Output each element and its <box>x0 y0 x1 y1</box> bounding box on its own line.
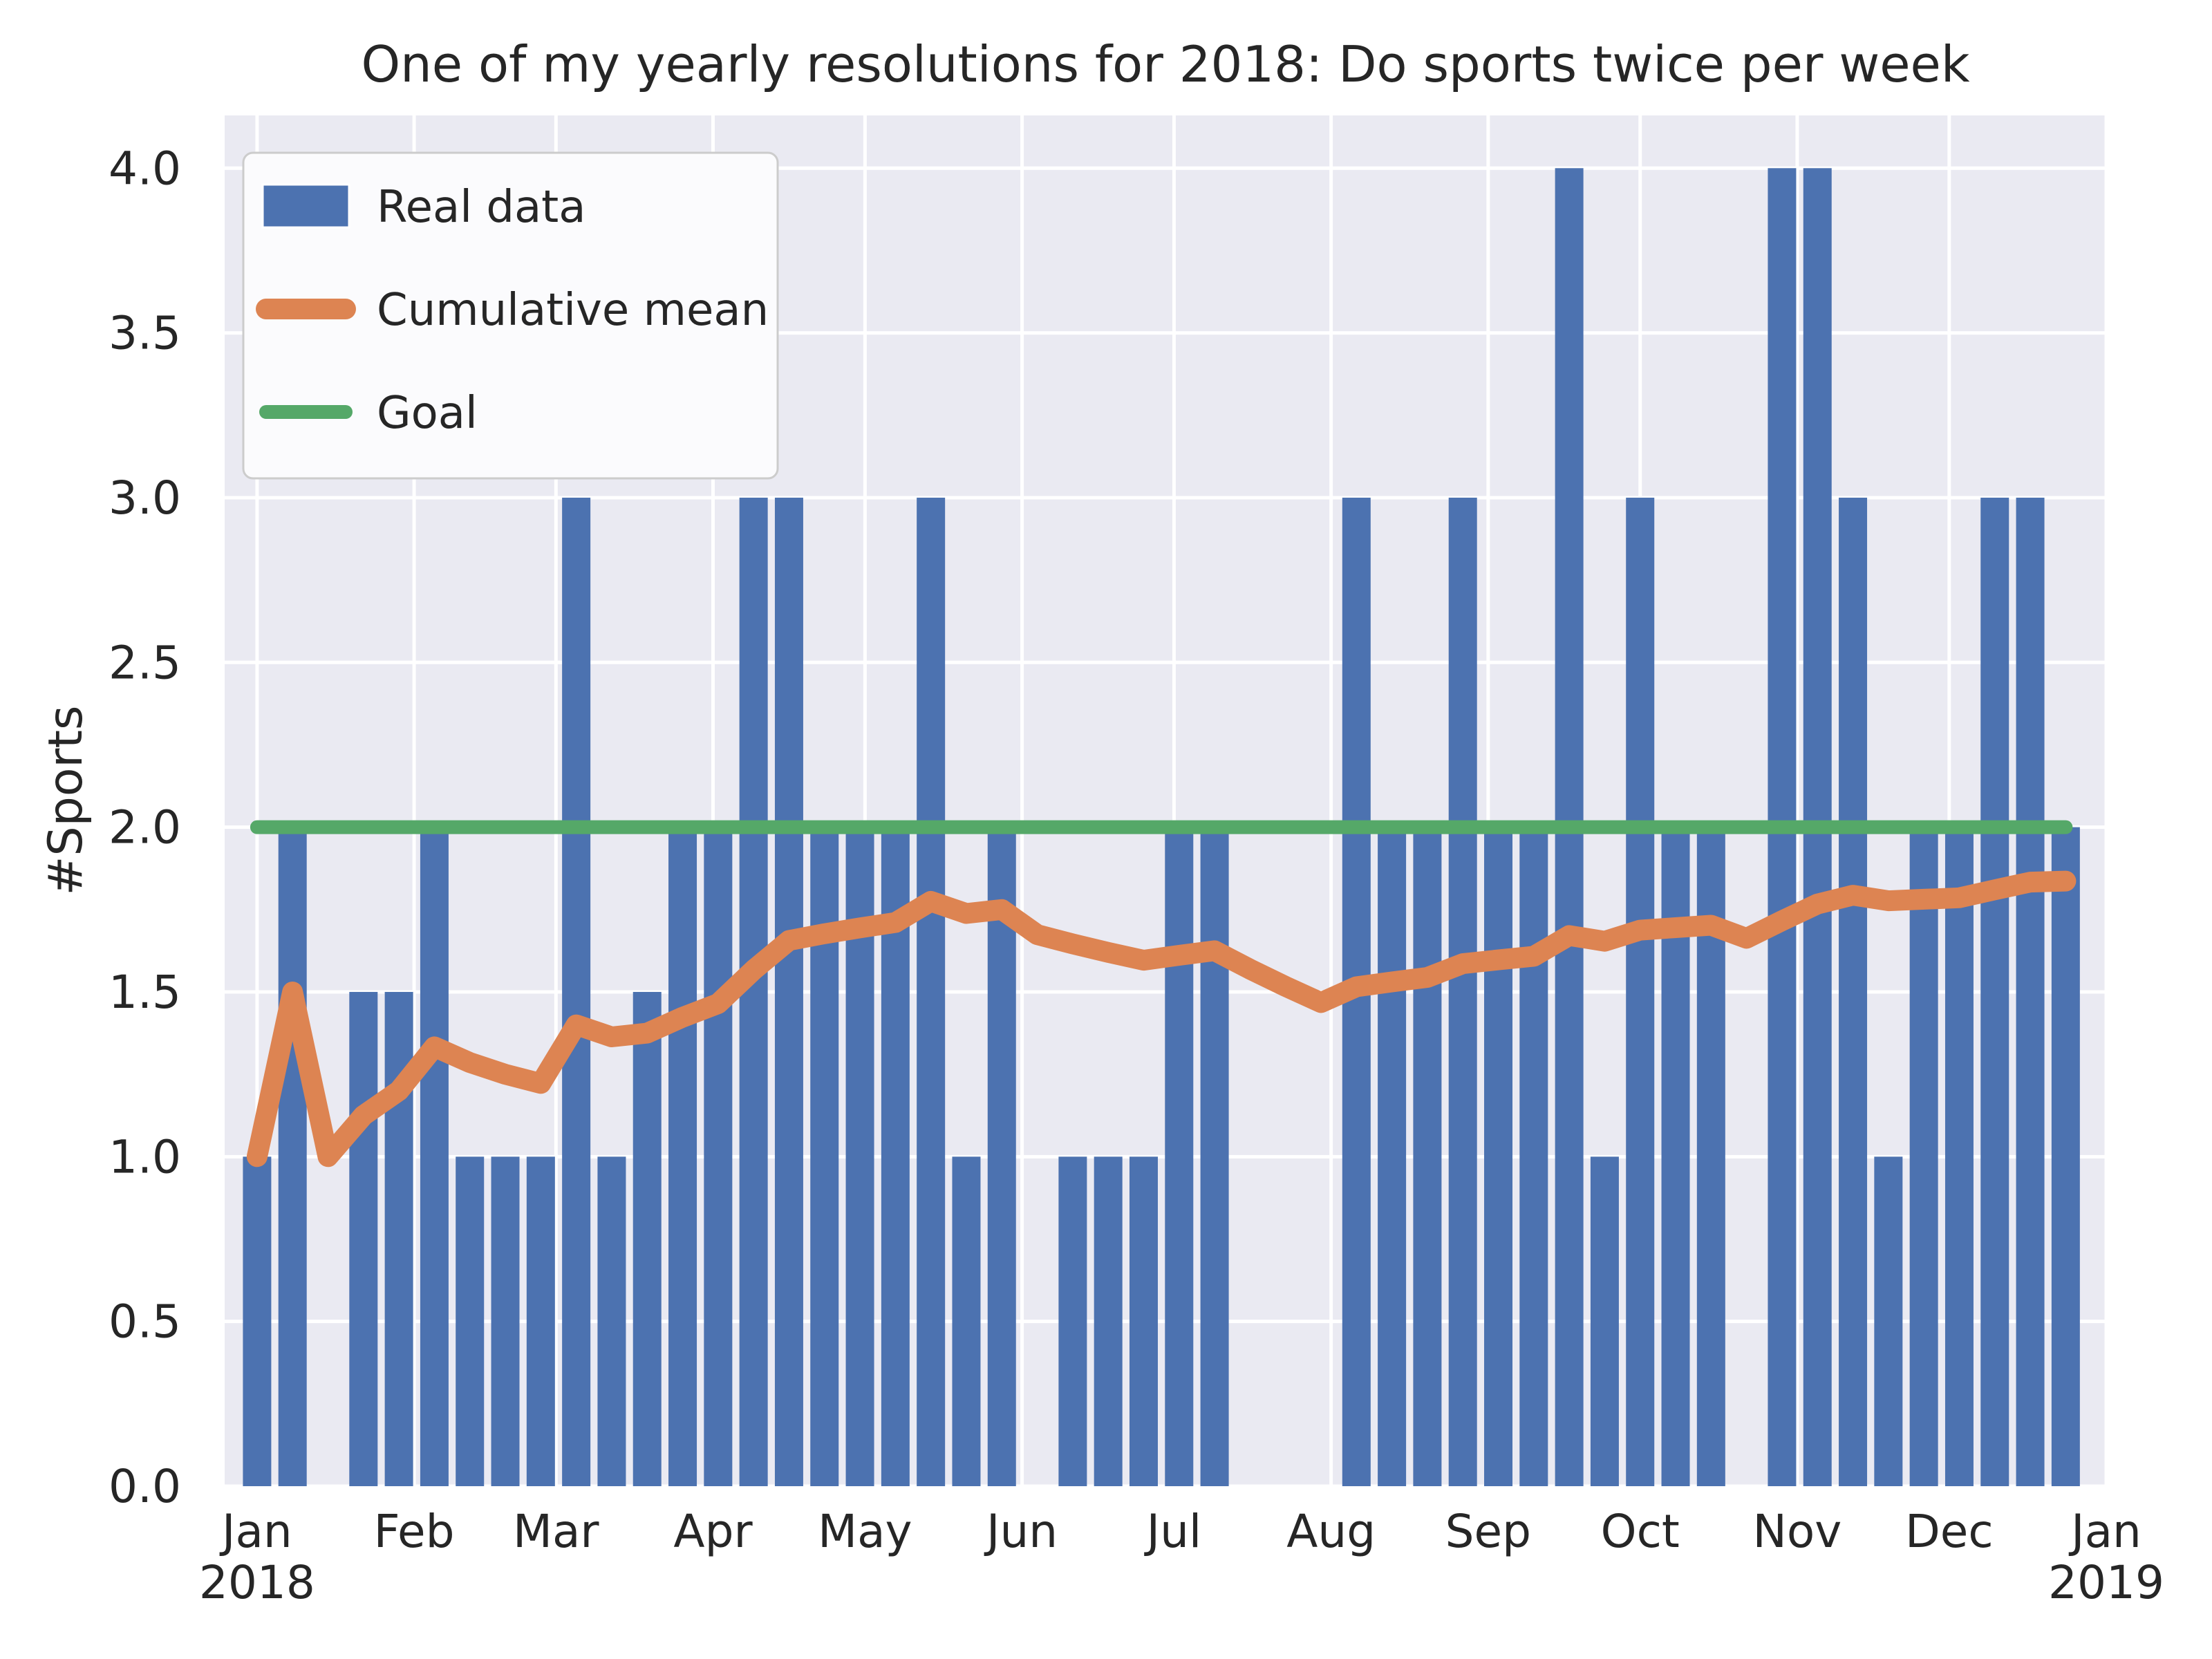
real-data-bars <box>243 168 2080 1486</box>
bar <box>917 497 946 1486</box>
cumulative-mean-line <box>246 870 2077 1168</box>
bar <box>774 497 803 1486</box>
bar <box>987 827 1016 1486</box>
y-axis-tick-labels: 0.0 0.5 1.0 1.5 2.0 2.5 3.0 3.5 4.0 <box>109 142 181 1513</box>
bar <box>1839 497 1868 1486</box>
x-tick-label: Apr <box>673 1505 753 1558</box>
x-tick-label: Aug <box>1286 1505 1376 1558</box>
x-tick-label: Jan <box>2068 1505 2141 1558</box>
legend-label-real-data: Real data <box>377 182 585 233</box>
bar <box>562 497 591 1486</box>
y-tick-label: 3.0 <box>109 471 181 525</box>
x-tick-label: Feb <box>374 1505 455 1558</box>
bar <box>1058 1156 1087 1486</box>
y-axis-label: #Sports <box>39 706 93 896</box>
bar <box>1200 827 1229 1486</box>
x-tick-label: Sep <box>1445 1505 1531 1558</box>
bar <box>1874 1156 1903 1486</box>
bar <box>1626 497 1655 1486</box>
x-tick-label: Jun <box>984 1505 1058 1558</box>
legend: Real data Cumulative mean Goal <box>242 151 779 480</box>
bar <box>349 991 378 1486</box>
x-tick-label: May <box>818 1505 912 1558</box>
bar <box>632 991 662 1486</box>
bar <box>1378 827 1407 1486</box>
bar <box>881 827 910 1486</box>
bar <box>456 1156 485 1486</box>
bar <box>704 827 733 1486</box>
bar <box>597 1156 626 1486</box>
x-tick-label: Oct <box>1601 1505 1680 1558</box>
x-tick-label: Dec <box>1905 1505 1994 1558</box>
x-tick-sublabel: 2019 <box>2048 1556 2164 1609</box>
bar <box>668 827 697 1486</box>
bar <box>1590 1156 1619 1486</box>
bar <box>491 1156 520 1486</box>
y-tick-label: 2.5 <box>109 636 181 689</box>
x-tick-label: Mar <box>513 1505 599 1558</box>
x-tick-sublabel: 2018 <box>199 1556 315 1609</box>
bar <box>1129 1156 1158 1486</box>
chart-title: One of my yearly resolutions for 2018: D… <box>361 35 1969 93</box>
cumulative-mean-polyline <box>246 870 2077 1168</box>
y-tick-label: 3.5 <box>109 307 181 360</box>
bar <box>1909 827 1938 1486</box>
y-tick-label: 0.5 <box>109 1295 181 1349</box>
x-tick-label: Nov <box>1753 1505 1842 1558</box>
legend-box <box>242 151 779 480</box>
bar <box>420 827 449 1486</box>
bar <box>1165 827 1194 1486</box>
legend-swatch-real-data <box>261 183 350 229</box>
bar <box>1980 497 2009 1486</box>
bar <box>1448 497 1477 1486</box>
bar <box>1094 1156 1123 1486</box>
legend-label-goal: Goal <box>377 388 478 439</box>
bar <box>1519 827 1548 1486</box>
y-tick-label: 2.0 <box>109 801 181 854</box>
y-tick-label: 1.0 <box>109 1130 181 1183</box>
bar <box>952 1156 981 1486</box>
bar <box>1944 827 1974 1486</box>
bar <box>526 1156 555 1486</box>
bar <box>243 1156 272 1486</box>
bar <box>278 827 307 1486</box>
y-tick-label: 1.5 <box>109 966 181 1019</box>
y-tick-label: 4.0 <box>109 142 181 195</box>
x-tick-label: Jan <box>219 1505 292 1558</box>
bar <box>2016 497 2045 1486</box>
legend-label-cumulative-mean: Cumulative mean <box>377 285 769 336</box>
bar <box>1484 827 1513 1486</box>
bar <box>2051 827 2080 1486</box>
x-tick-label: Jul <box>1144 1505 1202 1558</box>
bar <box>1413 827 1442 1486</box>
y-tick-label: 0.0 <box>109 1460 181 1513</box>
